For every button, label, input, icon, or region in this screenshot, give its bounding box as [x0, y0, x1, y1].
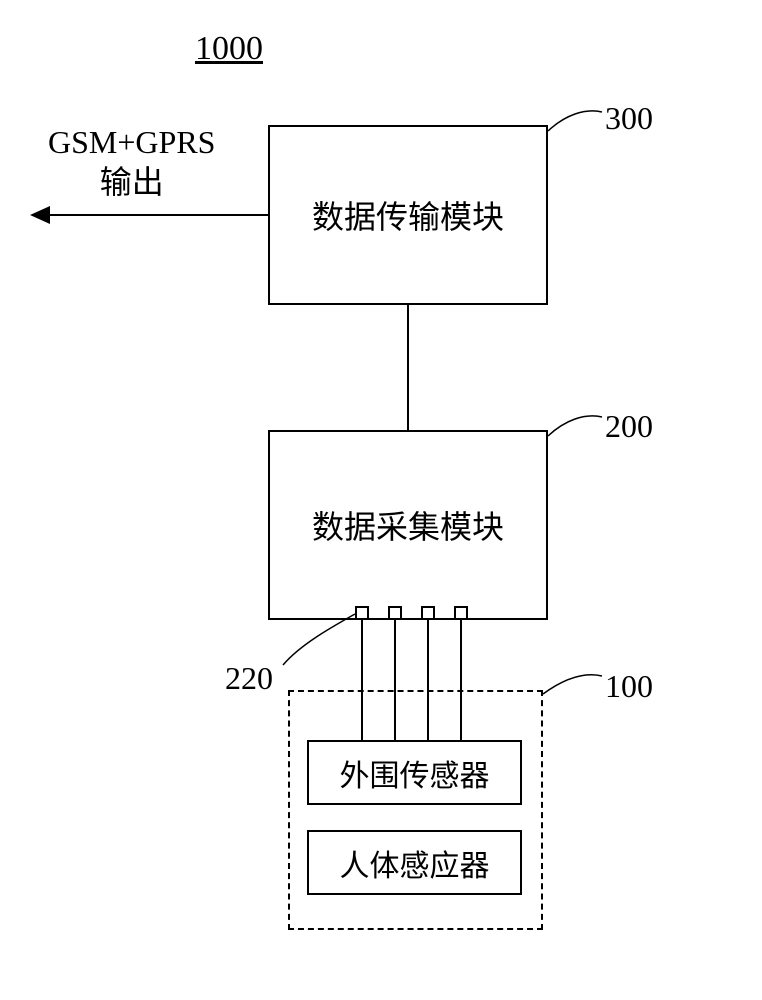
- ref-200: 200: [605, 408, 653, 445]
- port-4: [454, 606, 468, 620]
- ref-100: 100: [605, 668, 653, 705]
- leader-100: [543, 675, 602, 694]
- output-label-line1: GSM+GPRS: [48, 122, 215, 162]
- node-data-acquire: 数据采集模块: [268, 430, 548, 620]
- port-2: [388, 606, 402, 620]
- ref-300: 300: [605, 100, 653, 137]
- node-human-sensor: 人体感应器: [307, 830, 522, 895]
- port-3: [421, 606, 435, 620]
- leader-200: [548, 416, 602, 436]
- node-peripheral-sensor-label: 外围传感器: [340, 751, 490, 795]
- output-arrow-head: [30, 206, 50, 224]
- output-label: GSM+GPRS 输出: [48, 122, 215, 202]
- leader-220: [283, 614, 355, 665]
- output-label-line2: 输出: [48, 162, 215, 202]
- node-data-transmit-label: 数据传输模块: [312, 192, 504, 238]
- diagram-canvas: 1000 GSM+GPRS 输出 数据传输模块 300 数据采集模块 200 2…: [0, 0, 762, 1000]
- ref-220: 220: [225, 660, 273, 697]
- node-data-acquire-label: 数据采集模块: [312, 502, 504, 548]
- node-human-sensor-label: 人体感应器: [340, 841, 490, 885]
- node-data-transmit: 数据传输模块: [268, 125, 548, 305]
- figure-title: 1000: [195, 30, 263, 68]
- leader-300: [548, 111, 602, 131]
- port-1: [355, 606, 369, 620]
- node-peripheral-sensor: 外围传感器: [307, 740, 522, 805]
